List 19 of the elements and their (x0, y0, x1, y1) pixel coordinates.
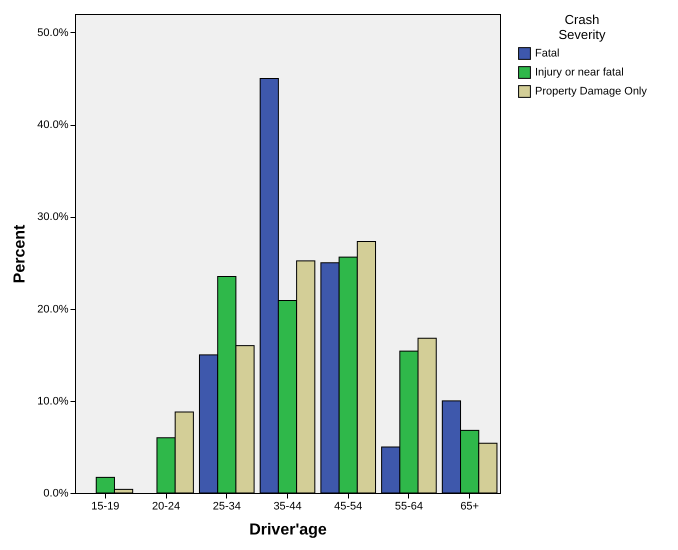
x-tick-label: 35-44 (273, 500, 302, 512)
x-tick-label: 65+ (460, 500, 479, 512)
y-tick-label: 50.0% (37, 26, 69, 39)
x-tick-label: 15-19 (91, 500, 120, 512)
x-tick-label: 20-24 (152, 500, 180, 512)
x-tick-label: 25-34 (212, 500, 241, 512)
legend-label: Injury or near fatal (535, 66, 624, 78)
y-tick-label: 0.0% (43, 488, 69, 500)
y-tick-label: 30.0% (37, 211, 69, 224)
y-axis-title: Percent (11, 224, 28, 284)
y-tick-label: 20.0% (37, 303, 69, 316)
y-tick-label: 10.0% (37, 395, 69, 408)
x-tick-label: 55-64 (394, 500, 423, 512)
legend-label: Property Damage Only (535, 86, 648, 98)
x-axis-title: Driver'age (249, 522, 327, 538)
y-tick-label: 40.0% (37, 119, 69, 132)
legend-title: Crash Severity (558, 12, 606, 42)
x-tick-label: 45-54 (334, 500, 362, 512)
legend-label: Fatal (535, 48, 560, 60)
